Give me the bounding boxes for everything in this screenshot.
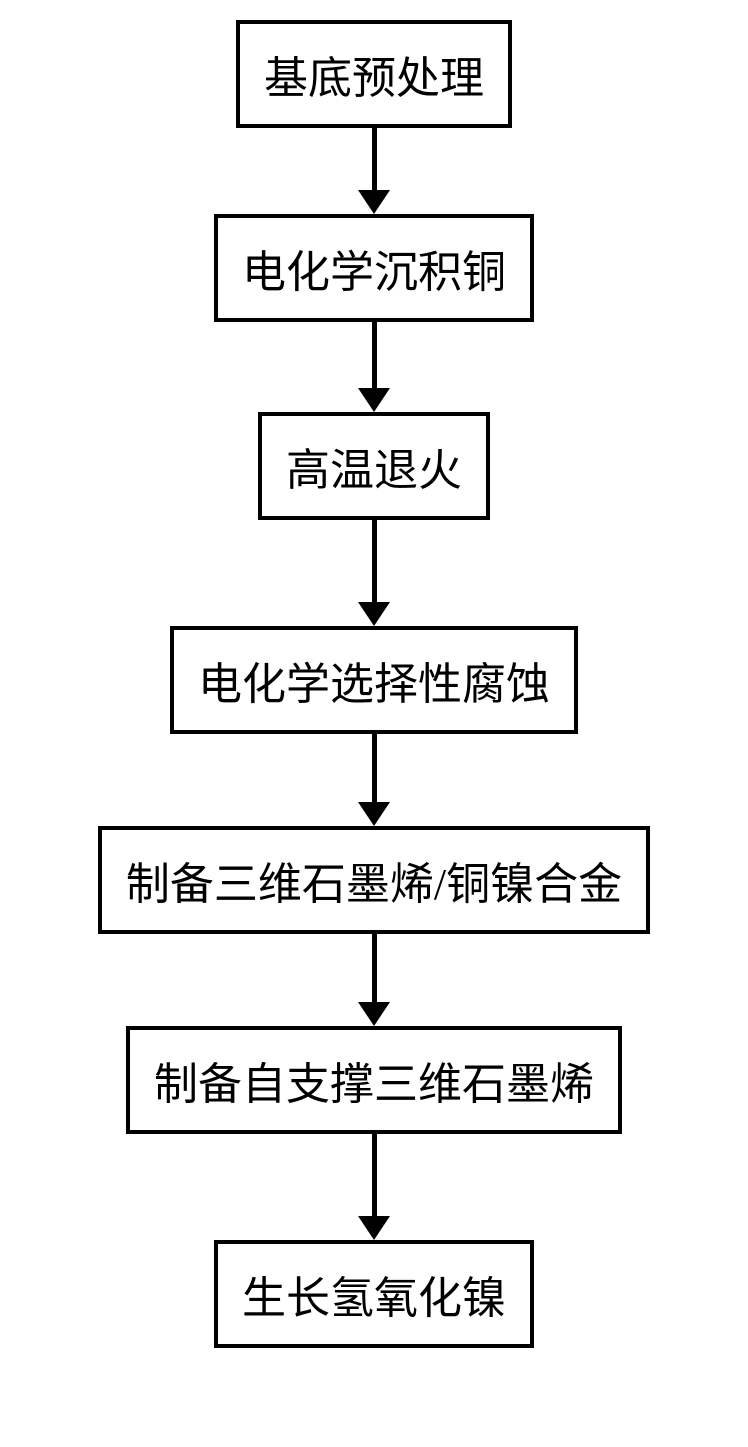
- arrow-2: [358, 322, 390, 412]
- step-label: 制备自支撑三维石墨烯: [154, 1060, 594, 1109]
- arrow-5: [358, 934, 390, 1026]
- step-box-6: 制备自支撑三维石墨烯: [126, 1026, 622, 1134]
- step-label: 电化学沉积铜: [242, 248, 506, 297]
- arrow-line: [372, 934, 377, 1002]
- step-box-7: 生长氢氧化镍: [214, 1240, 534, 1348]
- arrow-line: [372, 128, 377, 190]
- step-box-1: 基底预处理: [236, 20, 512, 128]
- step-box-5: 制备三维石墨烯/铜镍合金: [98, 826, 650, 934]
- arrow-4: [358, 734, 390, 826]
- step-box-4: 电化学选择性腐蚀: [170, 626, 578, 734]
- step-box-3: 高温退火: [258, 412, 490, 520]
- arrow-3: [358, 520, 390, 626]
- arrow-head-icon: [358, 190, 390, 214]
- step-label: 电化学选择性腐蚀: [198, 660, 550, 709]
- arrow-line: [372, 520, 377, 602]
- step-label: 生长氢氧化镍: [242, 1274, 506, 1323]
- arrow-head-icon: [358, 1216, 390, 1240]
- step-box-2: 电化学沉积铜: [214, 214, 534, 322]
- arrow-line: [372, 322, 377, 388]
- step-label: 高温退火: [286, 446, 462, 495]
- arrow-line: [372, 1134, 377, 1216]
- step-label: 基底预处理: [264, 54, 484, 103]
- arrow-head-icon: [358, 602, 390, 626]
- arrow-head-icon: [358, 388, 390, 412]
- arrow-head-icon: [358, 1002, 390, 1026]
- arrow-6: [358, 1134, 390, 1240]
- flowchart-container: 基底预处理 电化学沉积铜 高温退火 电化学选择性腐蚀 制备三维石墨烯/铜镍合金 …: [0, 20, 748, 1348]
- arrow-head-icon: [358, 802, 390, 826]
- step-label: 制备三维石墨烯/铜镍合金: [126, 860, 622, 909]
- arrow-1: [358, 128, 390, 214]
- arrow-line: [372, 734, 377, 802]
